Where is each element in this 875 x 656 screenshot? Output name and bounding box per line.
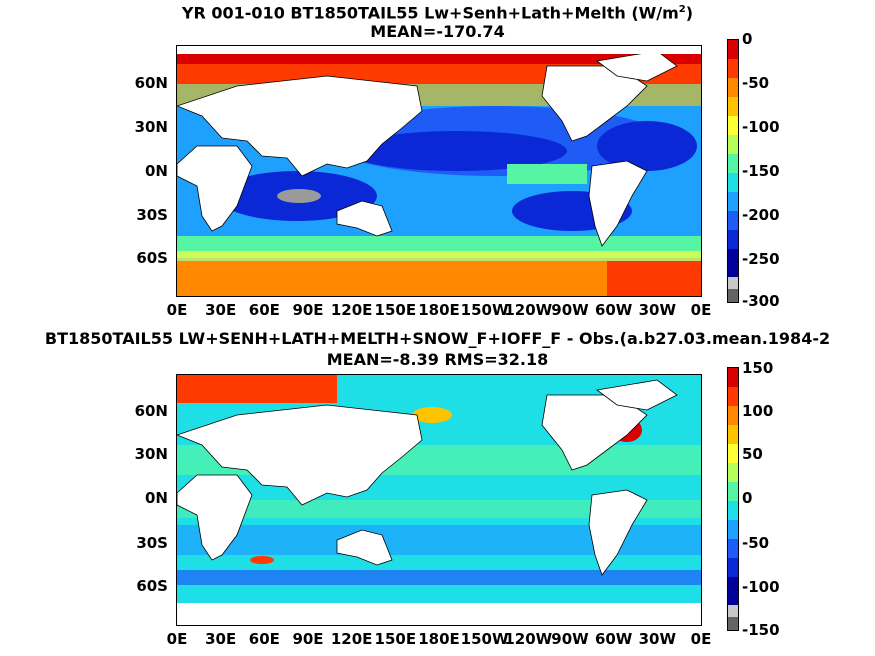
xtick-label: 90E (292, 630, 324, 648)
panel1-title-superscript: 2 (678, 4, 686, 15)
panel1-colorbar (727, 39, 739, 303)
xtick-label: 150E (374, 630, 417, 648)
p1-ytick: 0N (145, 162, 168, 180)
p2-arctic-red (177, 375, 337, 403)
p2-land (177, 379, 678, 576)
panel2-colorbar (727, 367, 739, 631)
p1-indian-grey (277, 189, 321, 203)
p2-cbar-tick: 50 (742, 445, 763, 463)
panel1-title: YR 001-010 BT1850TAIL55 Lw+Senh+Lath+Mel… (0, 0, 875, 23)
p1-weddell-red (607, 261, 701, 296)
p1-ytick: 60S (136, 249, 168, 267)
p1-land (177, 46, 701, 247)
p2-cbar-tick: 0 (742, 489, 753, 507)
xtick-label: 90E (292, 301, 324, 319)
xtick-label: 0E (690, 630, 712, 648)
xtick-label: 90W (551, 630, 589, 648)
p1-cbar-tick: 0 (742, 30, 753, 48)
xtick-label: 30E (205, 301, 237, 319)
xtick-label: 60E (248, 630, 280, 648)
p1-kuroshio (347, 131, 567, 171)
xtick-label: 30W (638, 630, 677, 648)
p1-cbar-tick: -50 (742, 74, 770, 92)
p1-ytick: 30N (134, 118, 168, 136)
p2-ytick: 60S (136, 577, 168, 595)
panel2-title: BT1850TAIL55 LW+SENH+LATH+MELTH+SNOW_F+I… (44, 329, 831, 348)
xtick-label: 180E (418, 630, 460, 648)
p2-ytick: 0N (145, 489, 168, 507)
xtick-label: 0E (166, 301, 188, 319)
p1-epac-green (507, 164, 587, 184)
p2-ytick: 60N (134, 402, 168, 420)
panel2-subtitle: MEAN=-8.39 RMS=32.18 (326, 350, 549, 369)
p2-kuroshio-yellow (412, 407, 452, 423)
xtick-label: 120W (504, 301, 553, 319)
p2-ytick: 30S (136, 534, 168, 552)
xtick-label: 30W (638, 301, 677, 319)
panel1-colorbar-svg (728, 40, 738, 302)
p1-southern-yellow (177, 251, 701, 263)
p1-gulfstream (597, 121, 697, 171)
xtick-label: 0E (690, 301, 712, 319)
p2-antarctic (177, 603, 701, 625)
panel1-map (176, 45, 702, 297)
xtick-label: 90W (551, 301, 589, 319)
p2-band-2 (177, 500, 701, 518)
p1-ytick: 60N (134, 74, 168, 92)
xtick-label: 120E (330, 301, 373, 319)
p2-ytick: 30N (134, 445, 168, 463)
p2-band-4 (177, 570, 701, 585)
panel1-title-text: YR 001-010 BT1850TAIL55 Lw+Senh+Lath+Mel… (181, 3, 679, 23)
p2-cbar-tick: -50 (742, 534, 770, 552)
p2-agulhas (250, 556, 274, 564)
p2-cbar-tick: -150 (742, 621, 780, 639)
p1-cbar-tick: -150 (742, 162, 780, 180)
p2-cbar-tick: 100 (742, 402, 774, 420)
xtick-label: 180E (418, 301, 460, 319)
p2-cbar-tick: -100 (742, 578, 780, 596)
p1-cbar-tick: -100 (742, 118, 780, 136)
xtick-label: 120E (330, 630, 373, 648)
panel2-map (176, 374, 702, 626)
p1-ytick: 30S (136, 206, 168, 224)
xtick-label: 150W (460, 301, 509, 319)
xtick-label: 150E (374, 301, 417, 319)
xtick-label: 0E (166, 630, 188, 648)
panel1-title-suffix: ) (685, 3, 694, 23)
xtick-label: 60E (248, 301, 280, 319)
p1-cbar-tick: -200 (742, 206, 780, 224)
p1-cbar-tick: -300 (742, 292, 780, 310)
xtick-label: 60W (594, 630, 633, 648)
panel1-map-svg (177, 46, 701, 296)
panel1-subtitle: MEAN=-170.74 (370, 22, 505, 41)
p1-cbar-tick: -250 (742, 250, 780, 268)
panel2-map-svg (177, 375, 701, 625)
xtick-label: 150W (460, 630, 509, 648)
p2-cbar-tick: 150 (742, 359, 774, 377)
xtick-label: 30E (205, 630, 237, 648)
xtick-label: 60W (594, 301, 633, 319)
xtick-label: 120W (504, 630, 553, 648)
panel2-colorbar-svg (728, 368, 738, 630)
